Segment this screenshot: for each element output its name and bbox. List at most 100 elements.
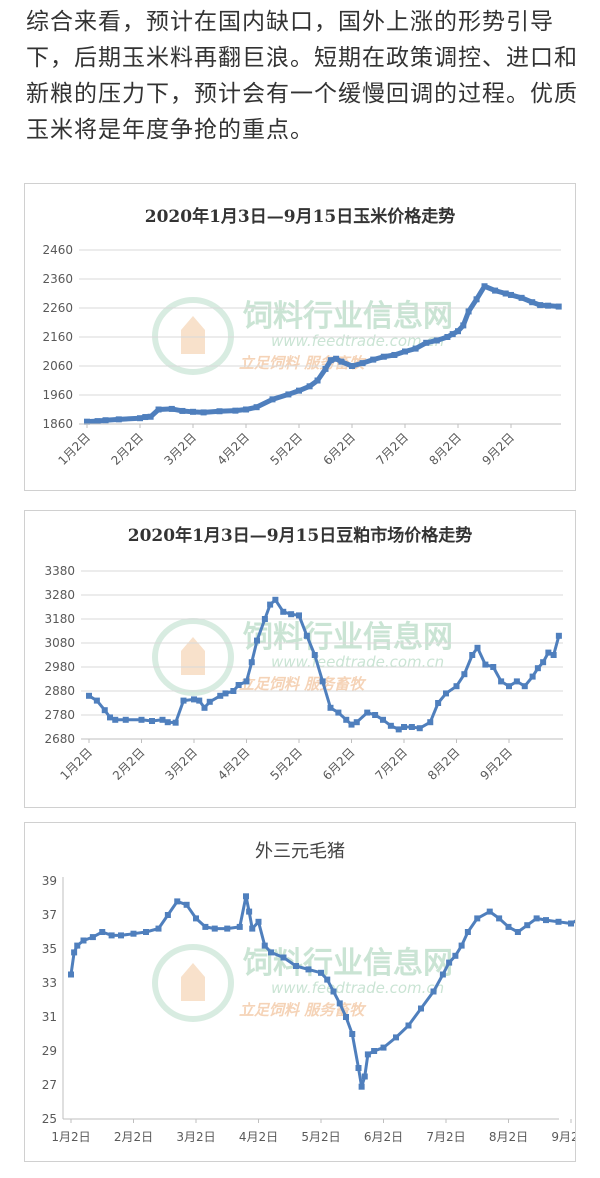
- y-tick-label: 2780: [44, 708, 75, 722]
- x-tick-label: 6月2日: [320, 745, 358, 783]
- data-point: [285, 391, 292, 398]
- data-point: [380, 1044, 387, 1051]
- data-point: [86, 692, 92, 699]
- chart-title: 外三元毛猪: [255, 841, 345, 862]
- data-point: [236, 923, 243, 930]
- data-point: [211, 925, 218, 932]
- data-point: [268, 949, 274, 956]
- data-point: [222, 690, 229, 697]
- data-point: [243, 678, 250, 685]
- data-point: [545, 649, 552, 656]
- data-point: [492, 287, 499, 294]
- data-point: [288, 611, 295, 618]
- data-point: [529, 673, 536, 680]
- data-point: [370, 356, 377, 363]
- data-point: [349, 1031, 356, 1037]
- data-point: [201, 704, 208, 711]
- data-point: [303, 632, 310, 639]
- x-tick-label: 7月2日: [426, 1130, 465, 1144]
- y-tick-label: 3280: [44, 588, 75, 602]
- data-point: [327, 357, 334, 364]
- data-point: [408, 724, 415, 730]
- data-point: [272, 596, 279, 603]
- x-tick-label: 2月2日: [108, 430, 146, 468]
- data-point: [112, 716, 119, 723]
- data-point: [518, 294, 525, 301]
- data-point: [322, 365, 329, 372]
- chart-title: 2020年1月3日—9月15日玉米价格走势: [145, 206, 455, 227]
- data-point: [267, 601, 274, 608]
- data-point: [115, 416, 122, 423]
- y-tick-label: 37: [42, 908, 57, 922]
- data-point: [155, 406, 162, 413]
- data-point: [486, 908, 493, 915]
- series-line: [88, 598, 561, 731]
- x-tick-label: 1月2日: [55, 430, 93, 468]
- x-tick-label: 4月2日: [215, 745, 253, 783]
- data-point: [235, 682, 242, 688]
- data-point: [416, 725, 423, 732]
- y-tick-label: 2680: [44, 732, 75, 746]
- x-tick-label: 5月2日: [267, 430, 305, 468]
- data-point: [333, 355, 340, 362]
- data-point: [496, 915, 503, 922]
- hog-price-chart-box: 外三元毛猪 饲料行业信息网 www.feedtrade.com.cn 立足饲料 服务…: [24, 822, 576, 1162]
- data-point: [444, 334, 451, 340]
- data-point: [550, 652, 557, 658]
- x-tick-label: 4月2日: [239, 1130, 278, 1144]
- watermark-brand: 饲料行业信息网: [242, 299, 453, 334]
- data-point: [101, 707, 108, 714]
- data-point: [534, 665, 541, 672]
- data-point: [118, 932, 124, 939]
- data-point: [439, 971, 446, 978]
- data-point: [482, 661, 489, 668]
- y-tick-label: 2980: [44, 660, 75, 674]
- chart-title: 2020年1月3日—9月15日豆粕市场价格走势: [128, 525, 472, 546]
- corn-price-chart: 2020年1月3日—9月15日玉米价格走势 饲料行业信息网www.feedtra…: [42, 206, 562, 468]
- data-point: [449, 331, 456, 338]
- data-point: [453, 683, 460, 690]
- data-point: [305, 966, 312, 973]
- x-tick-label: 7月2日: [373, 430, 411, 468]
- data-point: [180, 697, 187, 704]
- data-point: [196, 697, 203, 704]
- data-point: [490, 664, 497, 670]
- y-tick-label: 29: [42, 1044, 57, 1058]
- data-point: [380, 353, 387, 360]
- data-point: [555, 918, 562, 925]
- data-point: [84, 418, 90, 425]
- data-point: [280, 608, 287, 615]
- data-point: [319, 678, 326, 685]
- data-point: [217, 692, 224, 699]
- x-tick-label: 8月2日: [425, 745, 463, 783]
- data-point: [243, 406, 249, 413]
- data-point: [343, 716, 350, 723]
- watermark-logo-icon: [152, 618, 234, 696]
- data-point: [335, 709, 342, 716]
- data-point: [505, 923, 512, 930]
- data-point: [524, 922, 531, 929]
- data-point: [232, 407, 239, 414]
- data-point: [338, 358, 345, 365]
- y-tick-label: 1860: [42, 417, 73, 431]
- data-point: [324, 976, 331, 983]
- x-tick-label: 5月2日: [301, 1130, 340, 1144]
- data-point: [230, 688, 237, 694]
- data-point: [179, 407, 186, 414]
- data-point: [513, 678, 520, 685]
- y-tick-label: 31: [42, 1010, 57, 1024]
- data-point: [68, 971, 74, 978]
- data-point: [311, 652, 318, 658]
- data-point: [364, 709, 371, 716]
- intro-paragraph: 综合来看，预计在国内缺口，国外上涨的形势引导下，后期玉米料再翻巨浪。短期在政策调…: [26, 9, 578, 143]
- data-point: [280, 954, 287, 961]
- data-point: [465, 308, 472, 315]
- data-point: [355, 1065, 362, 1071]
- corn-price-chart-box: 2020年1月3日—9月15日玉米价格走势 饲料行业信息网 www.feedtra…: [24, 183, 576, 491]
- data-point: [568, 920, 574, 927]
- data-point: [371, 1048, 378, 1054]
- data-point: [555, 632, 562, 639]
- data-point: [364, 1051, 371, 1058]
- x-tick-label: 1月2日: [51, 1130, 90, 1144]
- x-tick-label: 4月2日: [214, 430, 252, 468]
